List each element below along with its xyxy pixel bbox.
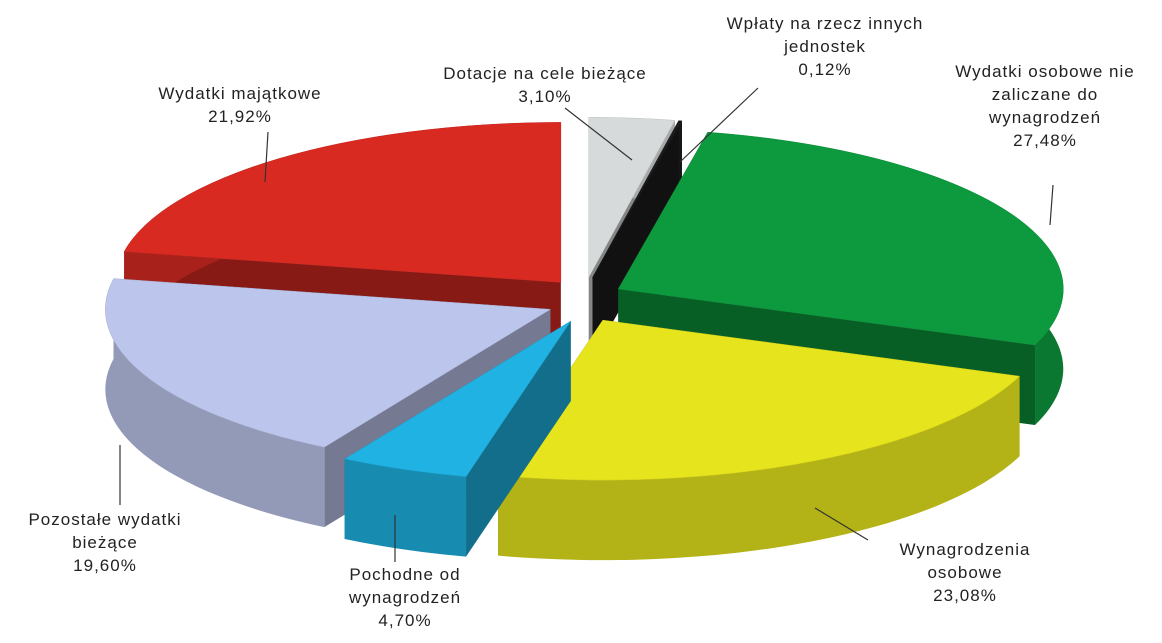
value-label: 4,70% <box>378 611 432 630</box>
slice-label: Wydatki osobowe nie zaliczane do wynagro… <box>945 60 1145 152</box>
leader-line <box>264 131 269 183</box>
slice-rim <box>498 376 1020 561</box>
slice <box>123 122 562 283</box>
value-label: 19,60% <box>73 556 137 575</box>
category-label: Pochodne od wynagrodzeń <box>348 565 462 607</box>
slice-label: Wpłaty na rzecz innych jednostek 0,12% <box>690 12 960 81</box>
value-label: 21,92% <box>208 107 272 126</box>
category-label: Dotacje na cele bieżące <box>443 64 647 83</box>
category-label: Pozostałe wydatki bieżące <box>28 510 182 552</box>
slice-label: Pozostałe wydatki bieżące 19,60% <box>0 508 210 577</box>
slice-label: Dotacje na cele bieżące 3,10% <box>425 62 665 108</box>
slice <box>592 120 683 278</box>
value-label: 0,12% <box>798 60 852 79</box>
slice <box>588 117 676 278</box>
value-label: 3,10% <box>518 87 572 106</box>
slice <box>617 131 1064 346</box>
value-label: 23,08% <box>933 586 997 605</box>
slice <box>344 320 571 477</box>
category-label: Wynagrodzenia osobowe <box>899 540 1031 582</box>
slice <box>497 319 1021 481</box>
slice <box>105 278 552 448</box>
leader-line <box>679 87 759 163</box>
category-label: Wpłaty na rzecz innych jednostek <box>726 14 924 56</box>
leader-line <box>564 107 633 161</box>
leader-line <box>814 507 869 541</box>
value-label: 27,48% <box>1013 131 1077 150</box>
slice-rim <box>105 278 325 528</box>
leader-line <box>1049 184 1054 226</box>
slice-wall <box>592 120 682 358</box>
slice-label: Wynagrodzenia osobowe 23,08% <box>875 538 1055 607</box>
slice-rim <box>344 458 467 557</box>
category-label: Wydatki majątkowe <box>158 84 322 103</box>
slice-label: Pochodne od wynagrodzeń 4,70% <box>325 563 485 632</box>
category-label: Wydatki osobowe nie zaliczane do wynagro… <box>955 62 1135 127</box>
slice-label: Wydatki majątkowe 21,92% <box>130 82 350 128</box>
